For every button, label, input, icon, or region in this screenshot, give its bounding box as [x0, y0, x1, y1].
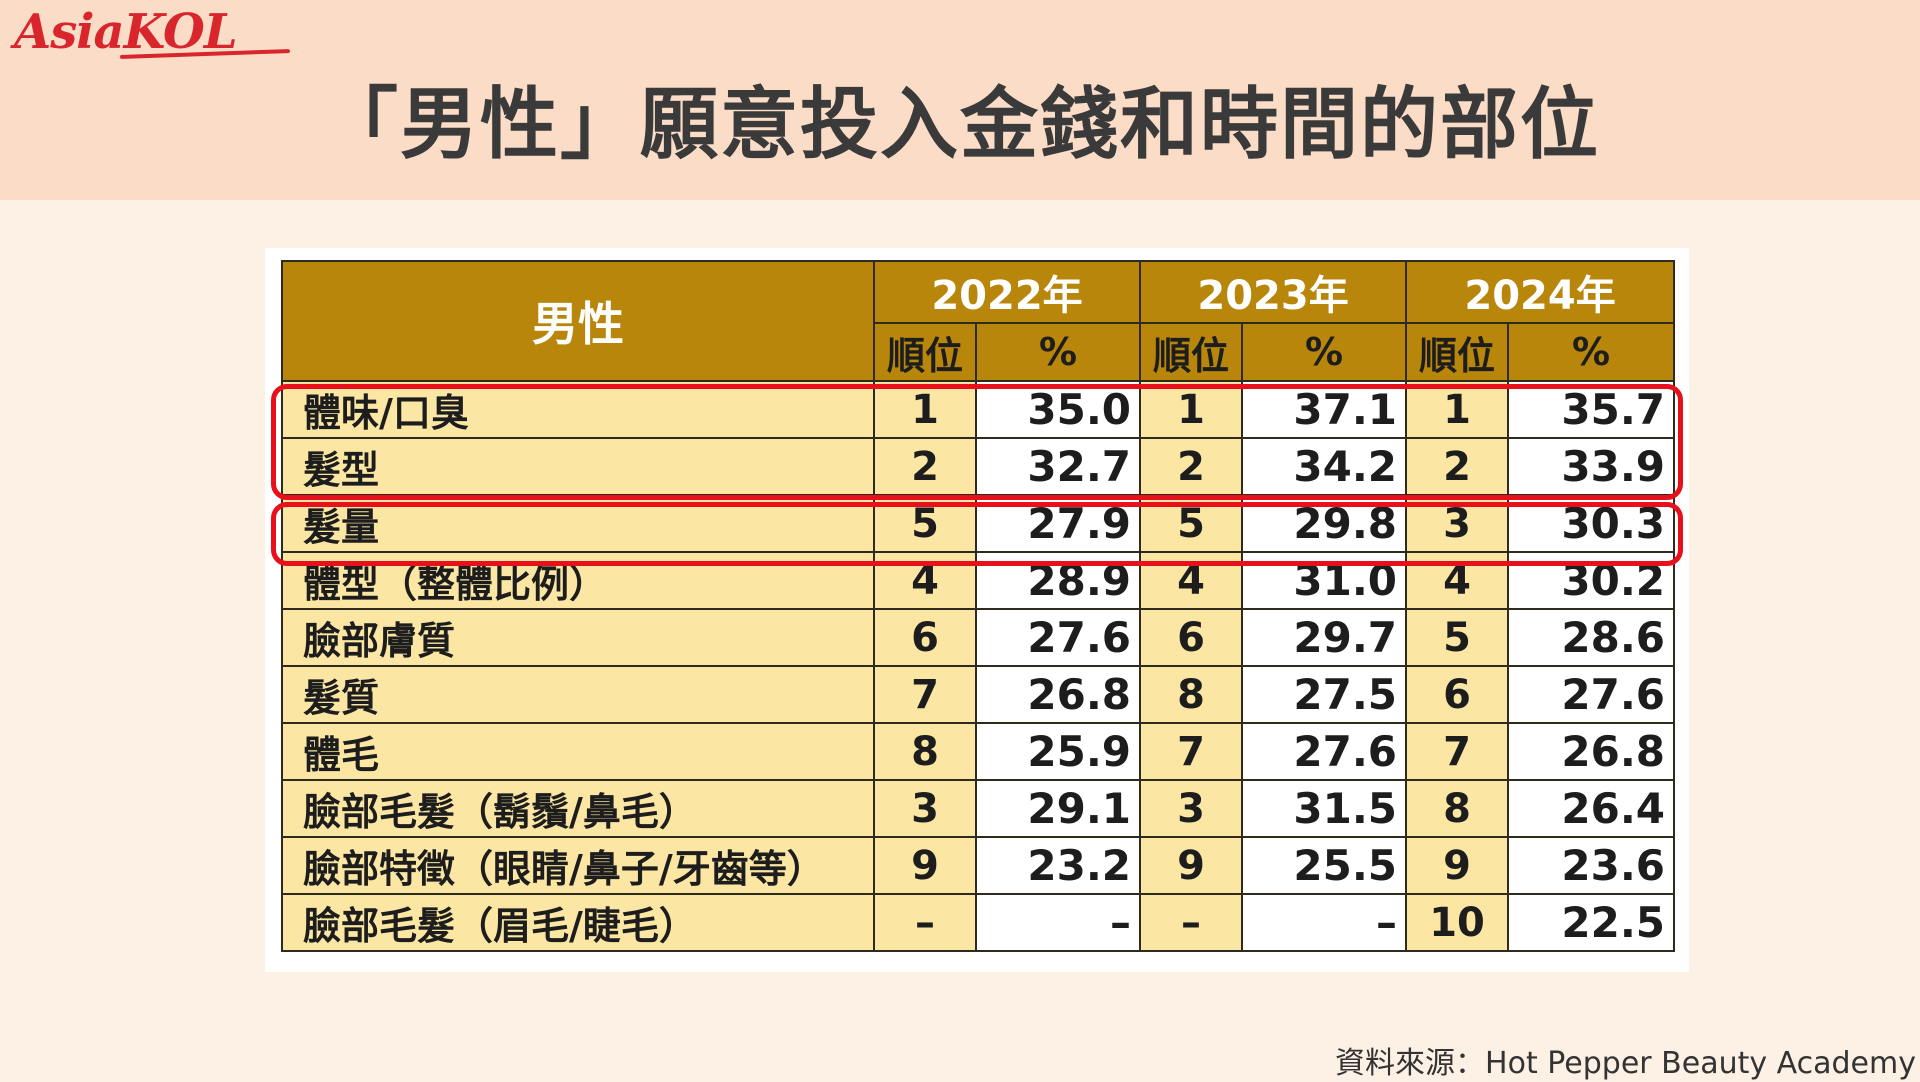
rank-cell: 6 — [1139, 608, 1244, 667]
rank-cell: 8 — [873, 722, 977, 781]
table-row: 體型（整體比例） 4 28.9 4 31.0 4 30.2 — [281, 551, 1676, 610]
percent-cell: 25.9 — [974, 722, 1142, 781]
rank-cell: 9 — [873, 836, 977, 895]
rank-cell: 9 — [1139, 836, 1244, 895]
row-item-label: 髮質 — [281, 665, 875, 724]
percent-subheader: % — [974, 322, 1142, 382]
percent-cell: 27.6 — [974, 608, 1142, 667]
percent-subheader: % — [1507, 322, 1676, 382]
percent-cell: 35.0 — [974, 380, 1142, 439]
year-header: 2022年 — [872, 260, 1142, 324]
ranking-table: 男性 2022年 2023年 2024年 順位 % 順位 % 順位 % 體味/口… — [281, 260, 1676, 952]
row-item-label: 臉部毛髮（鬍鬚/鼻毛） — [281, 779, 875, 838]
rank-cell: – — [1139, 893, 1244, 952]
rank-cell: 6 — [873, 608, 977, 667]
rank-cell: 5 — [1139, 494, 1244, 553]
percent-cell: 27.6 — [1241, 722, 1408, 781]
table-row: 臉部特徵（眼睛/鼻子/牙齒等） 9 23.2 9 25.5 9 23.6 — [281, 836, 1676, 895]
table-row: 體毛 8 25.9 7 27.6 7 26.8 — [281, 722, 1676, 781]
row-item-label: 髮型 — [281, 437, 875, 496]
row-item-label: 臉部特徵（眼睛/鼻子/牙齒等） — [281, 836, 875, 895]
year-header: 2023年 — [1139, 260, 1408, 324]
row-item-label: 髮量 — [281, 494, 875, 553]
percent-cell: 22.5 — [1507, 893, 1676, 952]
rank-subheader: 順位 — [873, 322, 977, 382]
rank-cell: 5 — [1405, 608, 1510, 667]
percent-cell: 28.6 — [1507, 608, 1676, 667]
rank-cell: 1 — [1139, 380, 1244, 439]
percent-cell: 27.6 — [1507, 665, 1676, 724]
rank-cell: 7 — [1139, 722, 1244, 781]
percent-cell: 27.9 — [974, 494, 1142, 553]
rank-cell: 3 — [873, 779, 977, 838]
year-header: 2024年 — [1405, 260, 1676, 324]
row-item-label: 體毛 — [281, 722, 875, 781]
rank-subheader: 順位 — [1405, 322, 1510, 382]
table-row: 臉部毛髮（眉毛/睫毛） – – – –10 22.5 — [281, 893, 1676, 952]
percent-cell: 25.5 — [1241, 836, 1408, 895]
page-title: 「男性」願意投入金錢和時間的部位 — [319, 80, 1600, 170]
rank-subheader: 順位 — [1139, 322, 1244, 382]
rank-cell: 3 — [1139, 779, 1244, 838]
brand-logo: AsiaKOL — [14, 4, 238, 60]
header-wave — [0, 150, 1920, 191]
table-card: 男性 2022年 2023年 2024年 順位 % 順位 % 順位 % 體味/口… — [265, 248, 1689, 972]
rank-cell: 7 — [1405, 722, 1510, 781]
rank-cell: 1 — [1405, 380, 1510, 439]
rank-cell: 6 — [1405, 665, 1510, 724]
percent-cell: 35.7 — [1507, 380, 1676, 439]
percent-cell: 29.8 — [1241, 494, 1408, 553]
table-row: 髮量 5 27.9 5 29.8 3 30.3 — [281, 494, 1676, 553]
rank-cell: – — [873, 893, 977, 952]
row-item-label: 臉部膚質 — [281, 608, 875, 667]
table-row: 臉部膚質 6 27.6 6 29.7 5 28.6 — [281, 608, 1676, 667]
percent-cell: 30.3 — [1507, 494, 1676, 553]
rank-cell: 2 — [1139, 437, 1244, 496]
percent-cell: 31.0 — [1241, 551, 1408, 610]
table-row: 臉部毛髮（鬍鬚/鼻毛） 3 29.1 3 31.5 8 26.4 — [281, 779, 1676, 838]
rank-cell: 2 — [1405, 437, 1510, 496]
percent-cell: 34.2 — [1241, 437, 1408, 496]
rank-cell: 4 — [1405, 551, 1510, 610]
percent-subheader: % — [1241, 322, 1408, 382]
percent-cell: 28.9 — [974, 551, 1142, 610]
rank-cell: 3 — [1405, 494, 1510, 553]
rank-cell: 4 — [1139, 551, 1244, 610]
rank-cell: 8 — [1405, 779, 1510, 838]
source-note: 資料來源：Hot Pepper Beauty Academy — [1335, 1046, 1916, 1081]
rank-cell: 10 — [1405, 893, 1510, 952]
percent-cell: 23.6 — [1507, 836, 1676, 895]
percent-cell: 33.9 — [1507, 437, 1676, 496]
percent-cell: 23.2 — [974, 836, 1142, 895]
table-row: 髮型 2 32.7 2 34.2 2 33.9 — [281, 437, 1676, 496]
table-row: 髮質 7 26.8 8 27.5 6 27.6 — [281, 665, 1676, 724]
percent-cell: 30.2 — [1507, 551, 1676, 610]
percent-cell: 31.5 — [1241, 779, 1408, 838]
corner-header: 男性 — [281, 260, 875, 382]
percent-cell: 32.7 — [974, 437, 1142, 496]
percent-cell: 26.8 — [1507, 722, 1676, 781]
rank-cell: 5 — [873, 494, 977, 553]
rank-cell: 9 — [1405, 836, 1510, 895]
percent-cell: 26.4 — [1507, 779, 1676, 838]
table-row: 體味/口臭 1 35.0 1 37.1 1 35.7 — [281, 380, 1676, 439]
row-item-label: 臉部毛髮（眉毛/睫毛） — [281, 893, 875, 952]
rank-cell: 1 — [873, 380, 977, 439]
percent-cell: 29.7 — [1241, 608, 1408, 667]
rank-cell: 4 — [873, 551, 977, 610]
table-body: 體味/口臭 1 35.0 1 37.1 1 35.7 髮型 2 32.7 2 34.2 2 33.9 髮量 5… — [281, 380, 1676, 952]
row-item-label: 體味/口臭 — [281, 380, 875, 439]
row-item-label: 體型（整體比例） — [281, 551, 875, 610]
percent-cell: 37.1 — [1241, 380, 1408, 439]
percent-cell: 29.1 — [974, 779, 1142, 838]
rank-cell: 2 — [873, 437, 977, 496]
percent-cell: 26.8 — [974, 665, 1142, 724]
percent-cell: – — [974, 893, 1142, 952]
rank-cell: 7 — [873, 665, 977, 724]
rank-cell: 8 — [1139, 665, 1244, 724]
percent-cell: 27.5 — [1241, 665, 1408, 724]
percent-cell: – — [1241, 893, 1408, 952]
